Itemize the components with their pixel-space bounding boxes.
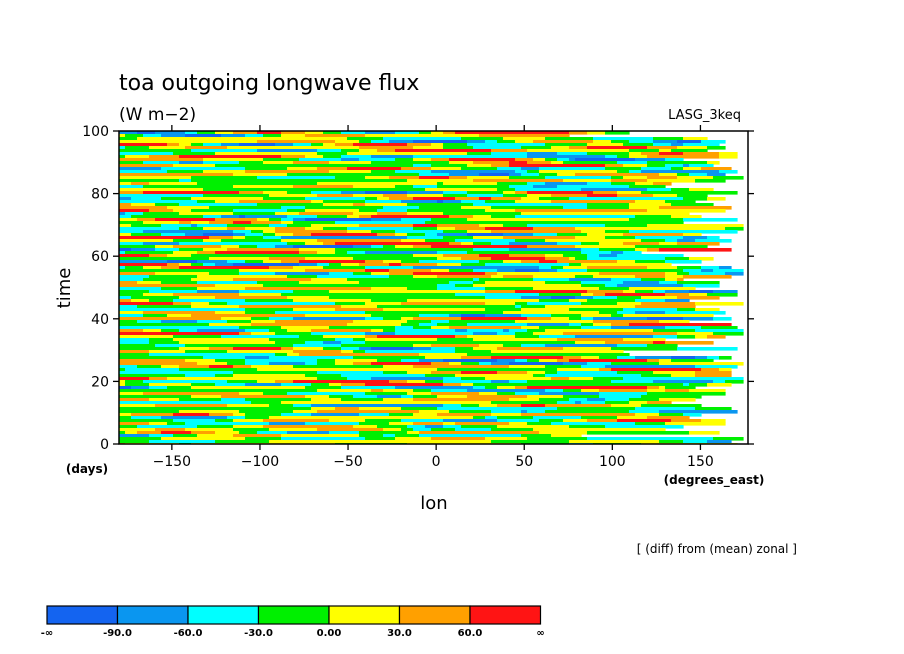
y-tick-label: 40 [91, 312, 109, 328]
colorbar-swatch [398, 605, 471, 625]
colorbar-label: -90.0 [103, 628, 132, 639]
colorbar-label: ∞ [536, 628, 544, 639]
colorbar-label: -60.0 [174, 628, 203, 639]
colorbar-label: -∞ [41, 628, 53, 639]
chart-title: toa outgoing longwave flux [119, 71, 419, 96]
y-tick-label: 100 [82, 124, 109, 140]
x-tick-label: −100 [241, 454, 279, 470]
y-tick-label: 60 [91, 249, 109, 265]
x-tick-label: 0 [432, 454, 441, 470]
colorbar-swatch [116, 605, 189, 625]
colorbar-label: 60.0 [458, 628, 483, 639]
y-units-label: (days) [66, 462, 108, 476]
x-tick-label: 100 [599, 454, 626, 470]
x-tick-label: 50 [515, 454, 533, 470]
x-axis: −150 −100 −50 0 50 100 150 [153, 125, 714, 470]
colorbar-swatch [187, 605, 260, 625]
colorbar-label: 30.0 [387, 628, 412, 639]
y-tick-label: 80 [91, 187, 109, 203]
colorbar-swatch [257, 605, 330, 625]
x-axis-label: lon [420, 493, 447, 514]
x-tick-label: −150 [153, 454, 191, 470]
plot-frame [118, 130, 749, 445]
x-units-label: (degrees_east) [664, 473, 765, 488]
units-label: (W m−2) [119, 105, 196, 125]
y-axis: 0 20 40 60 80 100 [82, 124, 754, 453]
y-tick-label: 0 [100, 437, 109, 453]
colorbar-swatch [46, 605, 119, 625]
x-tick-label: −50 [333, 454, 363, 470]
y-tick-label: 20 [91, 374, 109, 390]
diff-note: [ (diff) from (mean) zonal ] [637, 542, 797, 556]
colorbar-label: 0.00 [317, 628, 342, 639]
colorbar: -∞ -90.0 -60.0 -30.0 0.00 30.0 60.0 ∞ [41, 605, 545, 639]
x-tick-label: 150 [687, 454, 714, 470]
model-label: LASG_3keq [668, 108, 741, 123]
colorbar-label: -30.0 [244, 628, 273, 639]
colorbar-swatch [469, 605, 542, 625]
colorbar-swatch [328, 605, 401, 625]
y-axis-label: time [54, 268, 75, 309]
heatmap-field [119, 131, 744, 444]
